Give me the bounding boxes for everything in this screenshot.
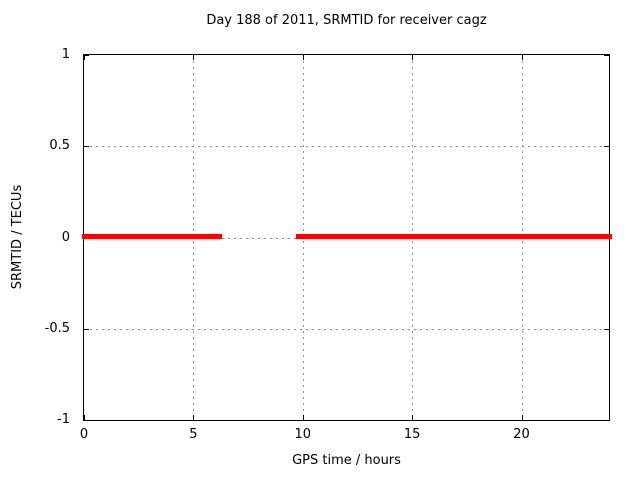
y-tick-label: 1 bbox=[61, 47, 70, 62]
x-tick-mark bbox=[193, 415, 194, 420]
y-tick-mark bbox=[84, 420, 89, 421]
plot-area bbox=[82, 54, 612, 421]
x-tick-label: 0 bbox=[79, 427, 89, 442]
y-tick-mark bbox=[604, 146, 609, 147]
x-tick-mark bbox=[522, 55, 523, 60]
series-segment bbox=[82, 234, 222, 239]
y-tick-mark bbox=[604, 420, 609, 421]
y-tick-mark bbox=[84, 146, 89, 147]
x-tick-mark bbox=[84, 55, 85, 60]
x-tick-mark bbox=[412, 415, 413, 420]
x-tick-mark bbox=[303, 55, 304, 60]
y-tick-mark bbox=[604, 55, 609, 56]
x-tick-mark bbox=[84, 415, 85, 420]
x-tick-label: 15 bbox=[403, 427, 421, 442]
series-segment bbox=[296, 234, 612, 239]
x-tick-mark bbox=[303, 415, 304, 420]
x-tick-label: 5 bbox=[189, 427, 198, 442]
gridline-y--0.5 bbox=[84, 329, 609, 330]
x-tick-label: 10 bbox=[294, 427, 312, 442]
y-tick-mark bbox=[84, 329, 89, 330]
gridline-y-0.5 bbox=[84, 146, 609, 147]
y-tick-mark bbox=[84, 55, 89, 56]
x-tick-mark bbox=[522, 415, 523, 420]
chart-title: Day 188 of 2011, SRMTID for receiver cag… bbox=[206, 13, 487, 28]
y-tick-label: 0 bbox=[61, 229, 70, 245]
x-axis-label: GPS time / hours bbox=[292, 453, 401, 468]
y-tick-label: -1 bbox=[57, 412, 70, 427]
x-tick-mark bbox=[412, 55, 413, 60]
y-tick-label: 0.5 bbox=[49, 138, 70, 154]
y-tick-label: -0.5 bbox=[44, 320, 70, 336]
x-tick-label: 20 bbox=[513, 427, 530, 442]
x-tick-mark bbox=[193, 55, 194, 60]
y-tick-mark bbox=[604, 329, 609, 330]
